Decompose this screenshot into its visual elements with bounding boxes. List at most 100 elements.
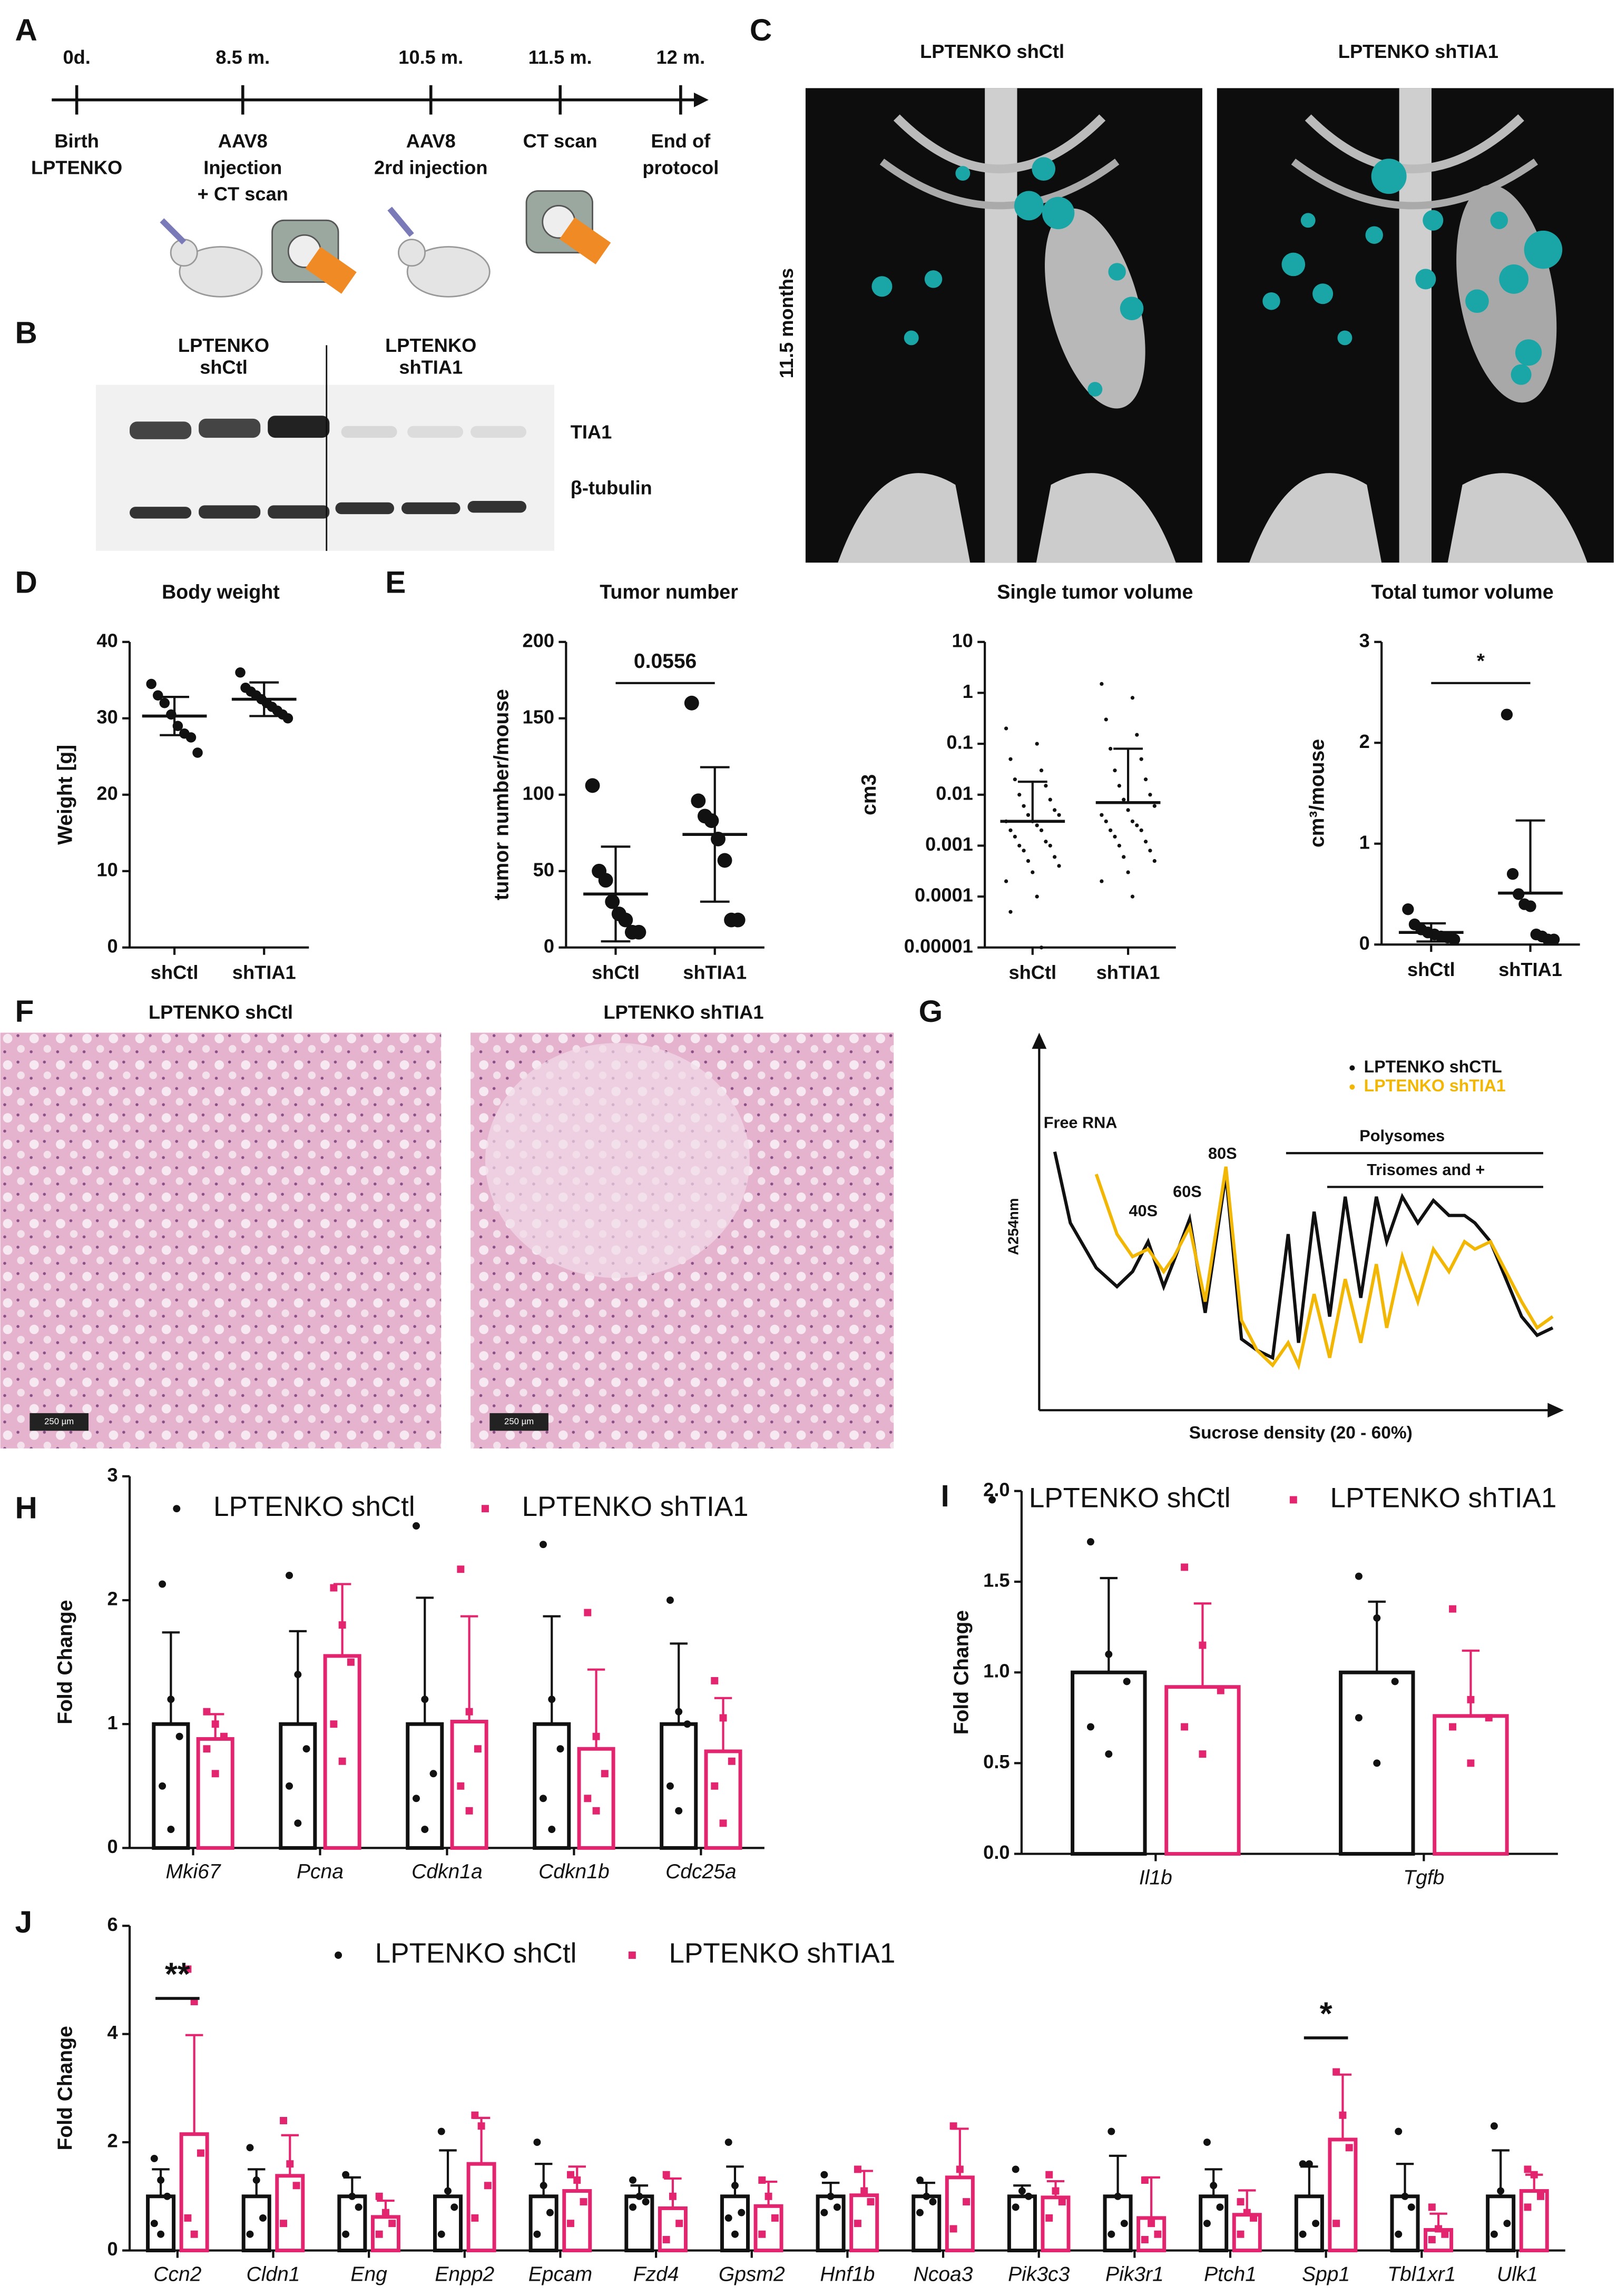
histology-title: LPTENKO shTIA1 — [603, 1001, 763, 1023]
data-point — [375, 2192, 383, 2200]
data-point — [1108, 828, 1113, 832]
blot-group: shTIA1 — [399, 357, 463, 378]
timeline-event: Injection — [203, 156, 282, 178]
arrowhead — [1032, 1032, 1047, 1049]
data-point — [347, 1658, 355, 1666]
data-point — [1217, 1687, 1224, 1694]
x-tick-label: Hnf1b — [820, 2263, 875, 2285]
x-tick-label: Gpsm2 — [719, 2263, 785, 2285]
legend-label: LPTENKO shTIA1 — [1364, 1076, 1506, 1095]
data-point — [465, 1708, 473, 1716]
y-axis-label: A254nm — [1005, 1198, 1021, 1255]
data-point — [1373, 1759, 1381, 1767]
data-point — [197, 2149, 204, 2157]
data-point — [1105, 1650, 1113, 1658]
data-point — [1401, 2192, 1409, 2200]
western-blot: LPTENKO shCtl LPTENKO shTIA1 TIA1 β-tubu… — [95, 334, 652, 551]
bar — [720, 2194, 750, 2253]
data-point — [1345, 2144, 1353, 2152]
legend-label: LPTENKO shCtl — [213, 1491, 415, 1522]
band-label: β-tubulin — [571, 477, 652, 498]
bar — [912, 2194, 942, 2253]
data-point — [916, 2176, 924, 2184]
data-point — [474, 1745, 482, 1753]
significance-label: ** — [165, 1956, 190, 1992]
legend-marker — [481, 1505, 489, 1513]
data-point — [1105, 1750, 1113, 1758]
y-tick-label: 50 — [533, 859, 554, 880]
data-point — [1117, 843, 1121, 848]
data-point — [1120, 2220, 1128, 2228]
y-tick-label: 10 — [952, 629, 973, 651]
data-point — [1012, 2165, 1020, 2173]
data-point — [342, 2171, 350, 2179]
data-point — [533, 2139, 541, 2146]
data-point — [1126, 870, 1130, 874]
bar — [1071, 1670, 1147, 1856]
x-tick-label: Ulk1 — [1497, 2263, 1538, 2285]
data-point — [1108, 2127, 1115, 2135]
ct-image — [805, 88, 1202, 563]
data-point — [1441, 2230, 1449, 2238]
data-point — [294, 1671, 302, 1679]
x-tick-label: shCtl — [1008, 962, 1056, 983]
scale-bar-label: 250 µm — [504, 1416, 534, 1426]
data-point — [1130, 819, 1135, 823]
x-tick-label: Ptch1 — [1204, 2263, 1257, 2285]
data-point — [235, 667, 246, 678]
data-point — [1148, 2220, 1155, 2228]
panel-labels: A B C D E F G H I J — [15, 13, 949, 1939]
data-point — [167, 1696, 175, 1703]
scale-bar — [30, 1413, 89, 1431]
y-axis-label: cm³/mouse — [1306, 739, 1329, 848]
data-point — [592, 1732, 600, 1740]
data-point — [601, 1770, 609, 1778]
ct-image — [1217, 88, 1614, 563]
data-point — [342, 2230, 350, 2238]
data-point — [1008, 828, 1013, 832]
x-tick-label: Pik3r1 — [1105, 2263, 1164, 2285]
data-point — [1048, 797, 1052, 802]
data-point — [1490, 2230, 1498, 2238]
y-tick-label: 20 — [96, 782, 117, 804]
blot-group: LPTENKO — [178, 334, 269, 356]
data-point — [484, 2182, 492, 2190]
bar — [528, 2194, 558, 2253]
data-point — [1373, 1614, 1381, 1622]
timeline-event: 2rd injection — [374, 156, 488, 178]
y-axis-label: Fold Change — [54, 1600, 76, 1724]
data-point — [1530, 2171, 1538, 2179]
data-point — [302, 1745, 310, 1753]
arrowhead — [1547, 1403, 1564, 1418]
data-point — [330, 1720, 338, 1728]
bar — [196, 1737, 234, 1850]
data-point — [246, 2230, 254, 2238]
y-tick-label: 1.0 — [983, 1660, 1010, 1682]
data-point — [731, 2182, 739, 2190]
data-point — [146, 678, 156, 689]
y-tick-label: 2 — [107, 2130, 118, 2152]
data-point — [618, 912, 633, 928]
data-point — [167, 1826, 175, 1834]
data-point — [1052, 2187, 1060, 2195]
data-point — [1143, 840, 1148, 844]
histology-image — [0, 1032, 442, 1448]
data-point — [669, 2192, 677, 2200]
data-point — [184, 1965, 192, 1973]
ct-title: LPTENKO shTIA1 — [1338, 41, 1498, 62]
data-point — [259, 2214, 267, 2222]
data-point — [1017, 793, 1022, 797]
data-point — [1048, 843, 1052, 848]
legend-label: LPTENKO shCtl — [1029, 1482, 1231, 1513]
data-point — [1407, 2203, 1415, 2211]
y-tick-label: 10 — [96, 859, 117, 880]
data-point — [1143, 777, 1148, 782]
data-point — [1013, 777, 1017, 782]
x-tick-label: Pcna — [297, 1860, 344, 1883]
panel-label: G — [919, 994, 943, 1029]
x-tick-label: Fzd4 — [633, 2263, 679, 2285]
data-point — [730, 912, 746, 928]
ct-panel: LPTENKO shCtl LPTENKO shTIA1 11.5 months — [776, 41, 1614, 563]
y-tick-label: 2.0 — [983, 1479, 1010, 1500]
x-tick-label: Eng — [350, 2263, 387, 2285]
